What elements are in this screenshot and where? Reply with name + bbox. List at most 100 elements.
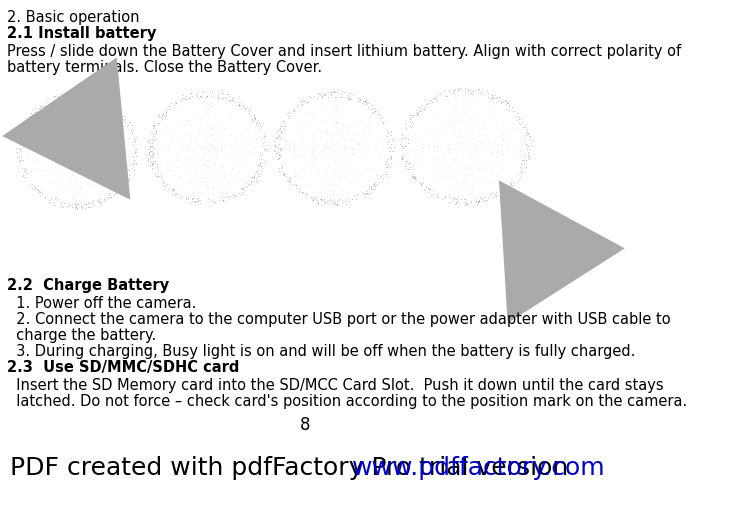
Point: [36, 189, 47, 197]
Point: [50, 96, 62, 104]
Point: [353, 142, 365, 150]
Point: [308, 139, 320, 147]
Point: [332, 181, 344, 190]
Point: [193, 94, 204, 102]
Point: [258, 144, 270, 152]
Point: [328, 118, 339, 126]
Point: [77, 154, 89, 162]
Point: [78, 110, 90, 118]
Point: [269, 147, 281, 155]
Point: [298, 98, 310, 106]
Point: [331, 109, 342, 118]
Point: [329, 140, 341, 148]
Point: [71, 147, 82, 155]
Point: [463, 141, 474, 149]
Point: [163, 143, 174, 151]
Point: [166, 137, 177, 145]
Point: [202, 108, 214, 117]
Point: [309, 129, 320, 137]
Point: [322, 181, 334, 189]
Point: [296, 97, 308, 105]
Point: [472, 144, 484, 152]
Point: [99, 94, 110, 102]
Point: [245, 112, 257, 120]
Point: [475, 185, 487, 194]
Point: [193, 130, 205, 138]
Point: [85, 148, 96, 156]
Point: [50, 188, 61, 196]
Point: [515, 147, 526, 155]
Point: [58, 144, 70, 152]
Point: [288, 106, 300, 114]
Point: [491, 148, 502, 156]
Point: [129, 140, 141, 148]
Point: [515, 114, 527, 123]
Point: [323, 159, 334, 168]
Point: [330, 115, 342, 124]
Point: [449, 119, 461, 127]
Point: [16, 164, 28, 172]
Point: [261, 144, 272, 152]
Point: [320, 129, 331, 137]
Point: [163, 132, 174, 141]
Point: [80, 146, 92, 154]
Point: [147, 143, 159, 151]
Point: [101, 145, 112, 153]
Point: [195, 144, 207, 152]
Point: [331, 143, 343, 151]
Point: [153, 111, 165, 119]
Point: [446, 120, 458, 128]
Point: [517, 138, 529, 147]
Point: [226, 144, 238, 152]
Point: [446, 131, 458, 139]
Point: [404, 159, 415, 168]
Point: [303, 109, 315, 117]
Point: [128, 155, 139, 164]
Point: [458, 130, 470, 138]
Point: [501, 99, 512, 107]
Point: [477, 101, 489, 109]
Point: [218, 124, 230, 132]
Point: [497, 127, 509, 135]
Point: [285, 174, 296, 182]
Point: [104, 134, 115, 143]
Point: [316, 147, 328, 155]
Point: [374, 177, 385, 185]
Point: [277, 162, 288, 170]
Point: [40, 137, 52, 145]
Point: [287, 138, 299, 147]
Point: [288, 147, 299, 155]
Point: [197, 97, 209, 105]
Point: [439, 193, 451, 201]
Point: [452, 159, 464, 167]
Point: [115, 182, 127, 191]
Point: [308, 146, 320, 154]
Point: [71, 196, 82, 204]
Point: [321, 169, 333, 177]
Point: [472, 138, 484, 146]
Point: [326, 137, 337, 146]
Point: [72, 163, 84, 171]
Point: [212, 155, 224, 163]
Point: [404, 111, 416, 119]
Point: [35, 158, 47, 166]
Point: [33, 185, 45, 194]
Point: [41, 166, 53, 174]
Point: [411, 109, 423, 118]
Point: [416, 147, 428, 155]
Point: [15, 152, 26, 160]
Point: [422, 141, 434, 149]
Point: [130, 158, 142, 167]
Point: [334, 89, 345, 97]
Point: [406, 174, 418, 182]
Point: [234, 154, 246, 162]
Point: [162, 158, 174, 167]
Point: [109, 104, 120, 112]
Point: [327, 107, 339, 115]
Point: [512, 112, 523, 120]
Point: [483, 159, 495, 168]
Point: [75, 135, 87, 143]
Point: [61, 191, 73, 199]
Point: [169, 144, 181, 152]
Point: [500, 97, 512, 105]
